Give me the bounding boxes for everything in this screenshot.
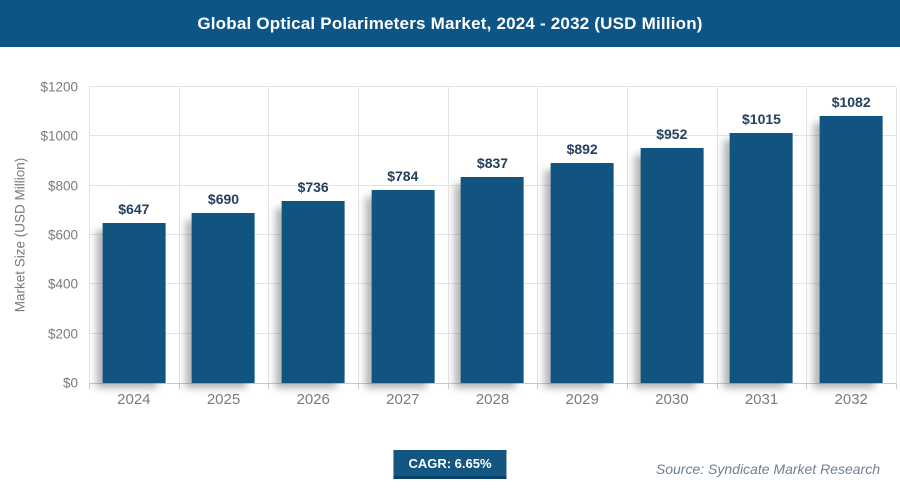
x-tick-label: 2025 (206, 391, 241, 408)
x-axis-tick-mark (626, 383, 628, 389)
bar-value-label: $647 (118, 201, 150, 218)
y-tick-label: $1200 (40, 79, 78, 95)
x-axis-tick-mark (716, 383, 718, 389)
x-tick-label: 2032 (834, 391, 868, 408)
vertical-gridline (357, 87, 359, 383)
plot-area: $647 $690 $736 $784 $837 $892 $952 $1015 $1082 (89, 86, 897, 389)
cagr-label: CAGR: 6.65% (408, 456, 492, 471)
source-credit: Source: Syndicate Market Research (655, 461, 880, 477)
y-tick-label: $1000 (40, 128, 78, 144)
x-axis-tick-mark (806, 383, 808, 389)
y-tick-label: $0 (62, 375, 78, 391)
bar-column: $690 (179, 87, 269, 383)
x-tick-label: 2029 (565, 391, 599, 408)
vertical-gridline (806, 87, 808, 383)
bar-value-label: $690 (207, 190, 240, 207)
x-tick-label: 2026 (296, 391, 330, 408)
bar-column: $736 (268, 87, 358, 383)
x-tick-label: 2024 (117, 391, 151, 408)
cagr-badge: CAGR: 6.65% (393, 450, 507, 479)
bar-2028 (461, 176, 524, 383)
bar-value-label: $736 (297, 179, 329, 196)
bar-value-label: $892 (566, 140, 598, 157)
bar-value-label: $1015 (742, 110, 781, 127)
vertical-gridline (896, 87, 897, 383)
horizontal-gridline (89, 135, 896, 137)
x-tick-label: 2030 (655, 391, 689, 408)
x-tick-label: 2028 (475, 391, 510, 408)
bar-2026 (281, 201, 345, 383)
bar-column: $952 (627, 87, 717, 383)
bar-2030 (640, 148, 704, 383)
x-axis-tick-mark (178, 383, 180, 389)
y-tick-label: $800 (47, 178, 78, 194)
bar-value-label: $952 (656, 126, 688, 143)
horizontal-gridline (89, 86, 896, 87)
bar-column: $837 (448, 87, 538, 383)
vertical-gridline (447, 87, 449, 383)
x-axis-tick-mark (268, 383, 270, 389)
x-tick-label: 2027 (386, 391, 420, 408)
vertical-gridline (178, 87, 180, 383)
bar-column: $647 (89, 87, 179, 383)
y-axis-ticks: $0 $200 $400 $600 $800 $1000 $1200 (0, 80, 78, 391)
vertical-gridline (268, 87, 270, 383)
x-tick-label: 2031 (744, 391, 779, 408)
x-axis-tick-mark (89, 383, 90, 389)
vertical-gridline (89, 87, 90, 383)
bar-2027 (371, 189, 435, 383)
bar-column: $1015 (717, 87, 807, 383)
chart-title: Global Optical Polarimeters Market, 2024… (197, 13, 703, 33)
y-tick-label: $400 (47, 276, 78, 292)
y-tick-label: $600 (47, 227, 78, 243)
vertical-gridline (537, 87, 539, 383)
vertical-gridline (626, 87, 628, 383)
bar-2029 (550, 162, 614, 383)
bar-2031 (730, 132, 793, 383)
bar-column: $784 (358, 87, 448, 383)
x-axis-tick-mark (447, 383, 449, 389)
bar-value-label: $1082 (831, 94, 871, 111)
bar-value-label: $784 (387, 167, 419, 184)
bar-2025 (192, 212, 255, 383)
bar-column: $1082 (806, 87, 896, 383)
bar-2032 (819, 116, 883, 383)
vertical-gridline (716, 87, 718, 383)
y-tick-label: $200 (47, 326, 78, 342)
x-axis-labels: 2024 2025 2026 2027 2028 2029 2030 2031 2032 (89, 391, 896, 408)
x-axis-tick-mark (537, 383, 539, 389)
bar-2024 (102, 223, 166, 383)
bar-column: $892 (537, 87, 627, 383)
x-axis-tick-mark (896, 383, 897, 389)
x-axis-tick-mark (357, 383, 359, 389)
chart-title-banner: Global Optical Polarimeters Market, 2024… (0, 0, 900, 47)
bar-value-label: $837 (476, 154, 509, 171)
